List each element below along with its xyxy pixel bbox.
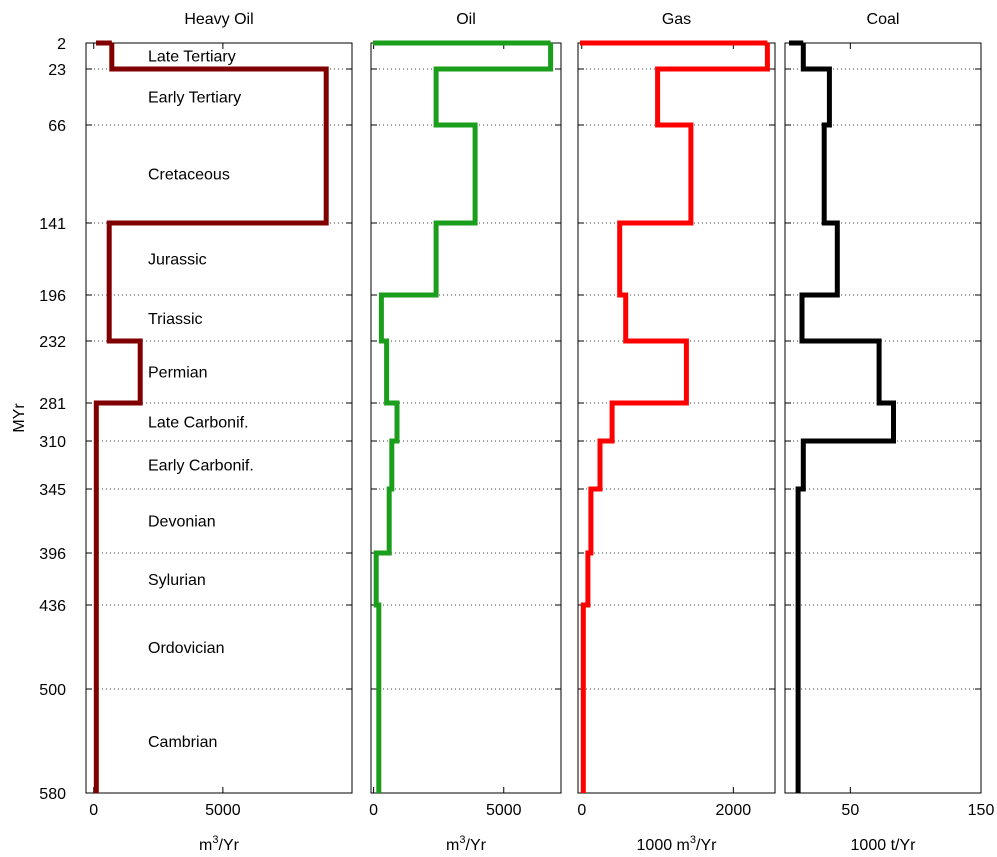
y-tick-label: 66 <box>48 118 66 135</box>
era-label: Ordovician <box>148 640 224 657</box>
series-line <box>373 43 554 793</box>
series-line <box>93 43 329 793</box>
x-axis-label: m3/Yr <box>199 834 240 854</box>
panel-coal: 50 150 Coal 1000 t/Yr <box>784 11 995 854</box>
era-label: Late Tertiary <box>148 48 236 65</box>
panel-title: Heavy Oil <box>184 11 253 28</box>
y-tick-label: 310 <box>39 434 66 451</box>
era-label: Cambrian <box>148 734 217 751</box>
panel-gas: 0 2000 Gas 1000 m3/Yr <box>577 11 776 854</box>
era-label: Early Tertiary <box>148 89 241 106</box>
panel-frame <box>784 42 982 794</box>
y-tick-label: 23 <box>48 62 66 79</box>
y-tick-label: 396 <box>39 546 66 563</box>
era-label: Jurassic <box>148 251 207 268</box>
panel-title: Gas <box>662 11 691 28</box>
panel-oil: 0 5000 Oil m3/Yr <box>369 11 562 854</box>
panel-frame <box>577 42 776 794</box>
x-tick-label: 150 <box>968 802 995 819</box>
era-label: Permian <box>148 364 208 381</box>
panel-title: Oil <box>456 11 476 28</box>
y-tick-label: 580 <box>39 786 66 803</box>
x-tick-label: 5000 <box>486 802 522 819</box>
era-label: Sylurian <box>148 572 206 589</box>
y-tick-label: 281 <box>39 396 66 413</box>
y-tick-label: 232 <box>39 334 66 351</box>
x-axis-label: m3/Yr <box>446 834 487 854</box>
series-line <box>580 43 770 793</box>
series-line <box>795 43 896 793</box>
x-axis-label: 1000 m3/Yr <box>637 834 718 854</box>
panel-heavy-oil: 0 5000 Heavy Oil m3/Yr Late Tertiary Early Te… <box>85 11 353 854</box>
panel-frame <box>85 42 353 794</box>
y-tick-label: 345 <box>39 482 66 499</box>
x-tick-label: 0 <box>577 802 586 819</box>
panel-title: Coal <box>867 11 900 28</box>
y-axis-label: MYr <box>11 403 28 433</box>
era-label: Late Carbonif. <box>148 414 249 431</box>
x-tick-label: 0 <box>369 802 378 819</box>
x-axis-label: 1000 t/Yr <box>851 837 917 854</box>
x-tick-label: 50 <box>841 802 859 819</box>
era-label: Cretaceous <box>148 166 230 183</box>
era-label: Triassic <box>148 311 203 328</box>
x-tick-label: 5000 <box>205 802 241 819</box>
y-tick-label: 141 <box>39 216 66 233</box>
x-tick-label: 2000 <box>716 802 752 819</box>
y-tick-label: 436 <box>39 598 66 615</box>
y-tick-label: 196 <box>39 288 66 305</box>
y-tick-label: 2 <box>57 36 66 53</box>
y-tick-label: 500 <box>39 682 66 699</box>
era-label: Early Carbonif. <box>148 457 254 474</box>
x-tick-label: 0 <box>89 802 98 819</box>
era-label: Devonian <box>148 513 216 530</box>
